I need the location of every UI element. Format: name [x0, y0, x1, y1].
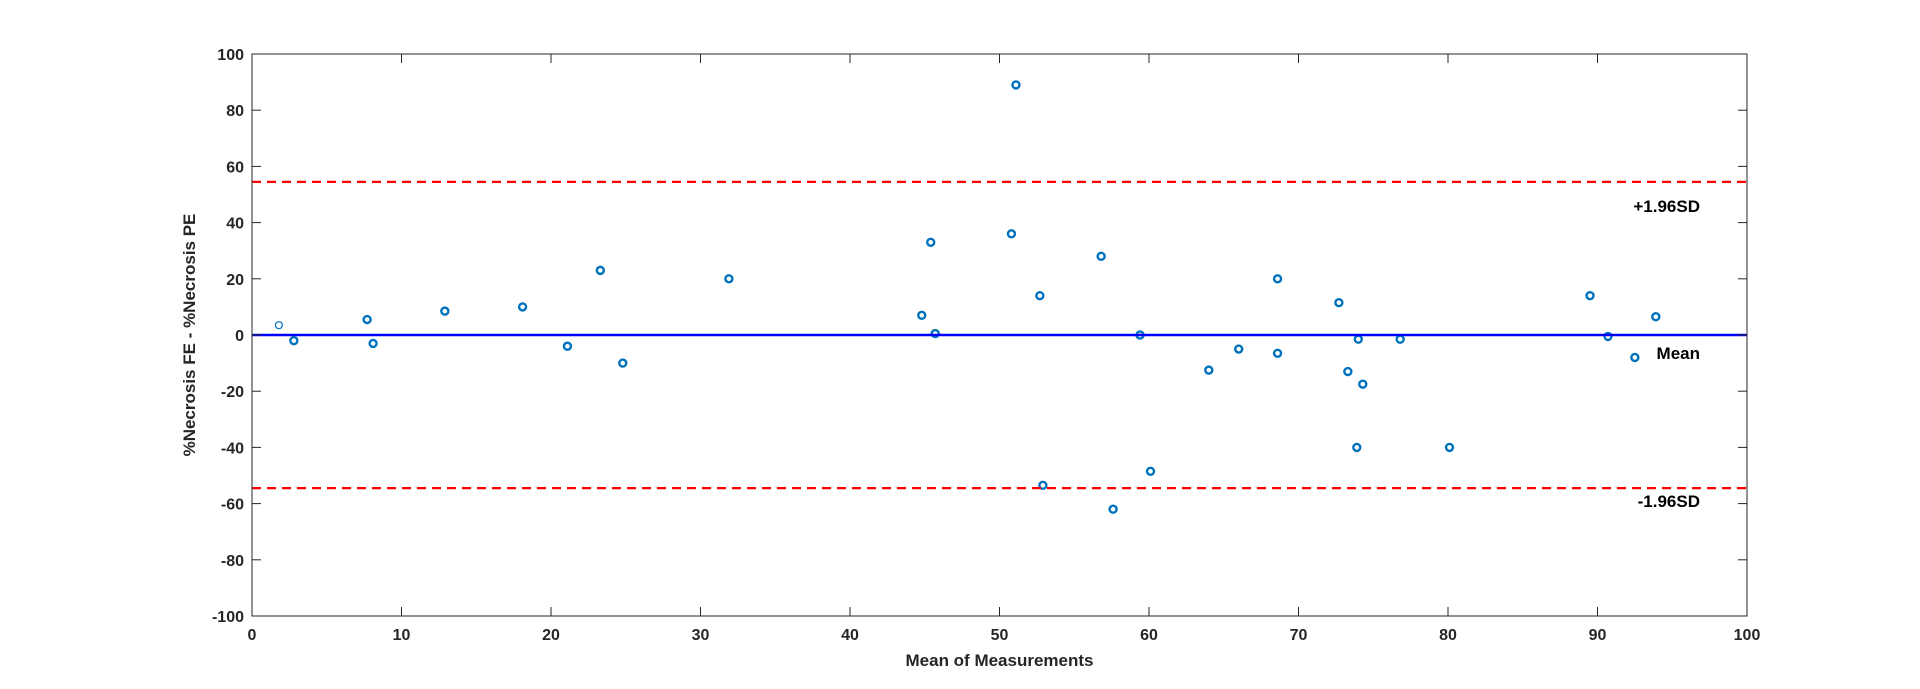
y-tick-label: -100 [212, 609, 244, 626]
data-point [1353, 334, 1364, 344]
data-point [289, 335, 299, 346]
data-point [1272, 348, 1283, 358]
data-point [1343, 366, 1353, 377]
y-tick-label: 0 [235, 328, 244, 345]
x-tick-label: 30 [692, 627, 710, 644]
data-point [1444, 442, 1455, 453]
y-tick-label: 20 [226, 272, 244, 289]
data-point [1352, 442, 1362, 453]
y-tick-label: -40 [221, 440, 244, 457]
data-point [440, 306, 450, 316]
data-point [1603, 331, 1613, 342]
data-point [562, 341, 573, 351]
data-point [1035, 290, 1045, 301]
x-axis-label: Mean of Measurements [906, 651, 1094, 670]
y-tick-label: -80 [221, 553, 244, 570]
data-point [1204, 365, 1214, 375]
data-point [517, 302, 528, 312]
data-point [618, 358, 628, 368]
y-tick-label: 60 [226, 159, 244, 176]
data-point [926, 237, 936, 247]
data-point [274, 321, 284, 330]
data-point [1145, 466, 1156, 476]
x-tick-label: 60 [1140, 627, 1158, 644]
x-tick-label: 10 [393, 627, 411, 644]
data-point [595, 265, 606, 276]
reference-line-labels: +1.96SD Mean -1.96SD [1633, 197, 1700, 511]
y-tick-label: -20 [221, 384, 244, 401]
data-point [1011, 80, 1021, 90]
x-axis-ticks: 0 10 20 30 40 50 60 70 80 90 100 [248, 54, 1761, 644]
y-tick-label: -60 [221, 497, 244, 514]
reference-line-label: -1.96SD [1638, 492, 1700, 511]
x-tick-label: 20 [542, 627, 560, 644]
data-point [1233, 344, 1244, 354]
data-point [724, 274, 734, 284]
data-point [1358, 379, 1368, 389]
data-point [368, 338, 378, 349]
x-tick-label: 40 [841, 627, 859, 644]
data-point [1006, 229, 1017, 239]
data-point [1038, 480, 1048, 491]
data-point [1585, 290, 1595, 301]
data-point [1334, 297, 1344, 308]
x-tick-label: 80 [1439, 627, 1457, 644]
y-tick-label: 40 [226, 216, 244, 233]
reference-line-label: Mean [1657, 344, 1700, 363]
data-point [1395, 334, 1405, 344]
reference-lines [252, 180, 1747, 490]
y-tick-label: 80 [226, 103, 244, 120]
data-point [1096, 251, 1106, 262]
x-tick-label: 100 [1734, 627, 1761, 644]
data-point [930, 328, 940, 339]
data-point [1651, 312, 1661, 322]
y-axis-label: %Necrosis FE - %Necrosis PE [180, 214, 199, 457]
data-point [917, 310, 927, 321]
data-point [362, 314, 372, 325]
data-point [1630, 352, 1640, 363]
x-tick-label: 0 [248, 627, 257, 644]
x-tick-label: 70 [1290, 627, 1308, 644]
reference-line-label: +1.96SD [1633, 197, 1700, 216]
y-tick-label: 100 [217, 47, 244, 64]
data-point [1108, 504, 1118, 514]
data-point [1272, 274, 1283, 284]
y-axis-ticks: -100 -80 -60 -40 -20 0 20 40 60 80 100 [212, 47, 1747, 626]
x-tick-label: 90 [1589, 627, 1607, 644]
data-points [274, 80, 1661, 514]
x-tick-label: 50 [991, 627, 1009, 644]
